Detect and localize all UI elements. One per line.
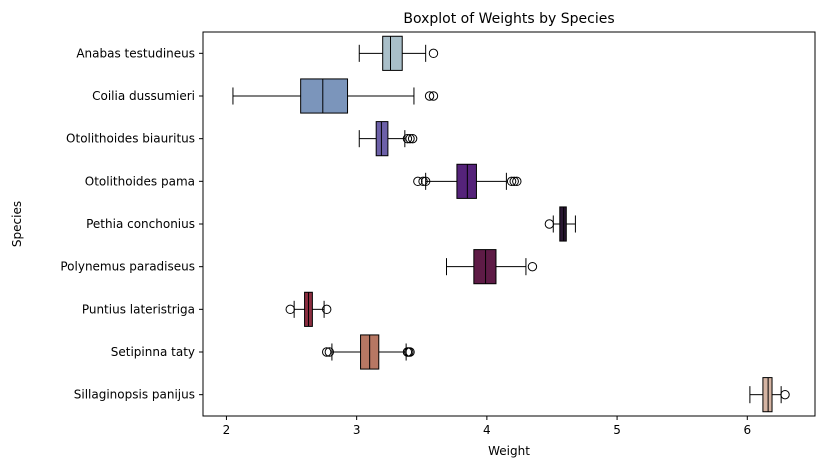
x-tick-label: 2 <box>223 423 231 437</box>
iqr-box <box>559 206 567 242</box>
outlier-point <box>509 176 519 187</box>
outlier-point <box>407 133 418 144</box>
x-tick-label: 3 <box>353 423 361 437</box>
box-setipinna-taty <box>322 334 415 370</box>
y-tick-label: Sillaginopsis panijus <box>74 388 195 402</box>
x-axis-label: Weight <box>488 444 530 458</box>
box-otolithoides-pama <box>413 163 522 199</box>
outlier-point <box>780 389 790 400</box>
iqr-box <box>382 35 403 71</box>
y-tick-label: Setipinna taty <box>111 345 195 359</box>
x-tick-label: 4 <box>483 423 491 437</box>
y-tick-label: Pethia conchonius <box>86 217 195 231</box>
outlier-point <box>527 261 538 272</box>
outlier-point <box>428 91 439 101</box>
x-axis-ticks: 2 3 4 5 6 <box>223 416 751 437</box>
y-tick-label: Otolithoides pama <box>85 174 195 188</box>
y-tick-label: Puntius lateristriga <box>82 302 195 316</box>
outlier-point <box>324 347 335 357</box>
outlier-point <box>506 176 517 187</box>
box-pethia-conchonius <box>544 206 576 242</box>
y-tick-label: Otolithoides biauritus <box>66 132 195 146</box>
outlier-point <box>322 347 332 357</box>
box-anabas-testudineus <box>358 35 439 71</box>
box-coilia-dussumieri <box>232 78 439 114</box>
box-otolithoides-biauritus <box>358 121 418 157</box>
box-sillaginopsis-panijus <box>749 377 790 413</box>
outlier-point <box>418 176 428 187</box>
x-tick-label: 5 <box>613 423 621 437</box>
box-puntius-lateristriga <box>285 291 332 327</box>
outlier-point <box>402 133 413 144</box>
outlier-point <box>420 176 431 187</box>
outlier-point <box>405 133 415 144</box>
boxes-group <box>232 35 790 413</box>
iqr-box <box>473 249 497 285</box>
y-tick-label: Polynemus paradiseus <box>60 260 195 274</box>
box-polynemus-paradiseus <box>445 249 538 285</box>
outlier-point <box>544 219 555 229</box>
y-axis-ticks: Anabas testudineus Coilia dussumieri Otoli… <box>60 46 203 402</box>
outlier-point <box>512 176 522 187</box>
chart-title: Boxplot of Weights by Species <box>403 11 614 27</box>
outlier-point <box>322 304 332 315</box>
outlier-point <box>285 304 295 315</box>
iqr-box <box>375 121 389 157</box>
iqr-box <box>762 377 773 413</box>
iqr-box <box>300 78 349 114</box>
outlier-point <box>424 91 435 101</box>
x-tick-label: 6 <box>743 423 751 437</box>
y-axis-label: Species <box>10 201 24 247</box>
iqr-box <box>456 163 477 199</box>
plot-area-frame <box>202 31 816 417</box>
y-tick-label: Coilia dussumieri <box>92 89 195 103</box>
outlier-point <box>413 176 423 187</box>
outlier-point <box>428 48 439 59</box>
outlier-point <box>405 347 415 357</box>
y-tick-label: Anabas testudineus <box>76 46 195 60</box>
